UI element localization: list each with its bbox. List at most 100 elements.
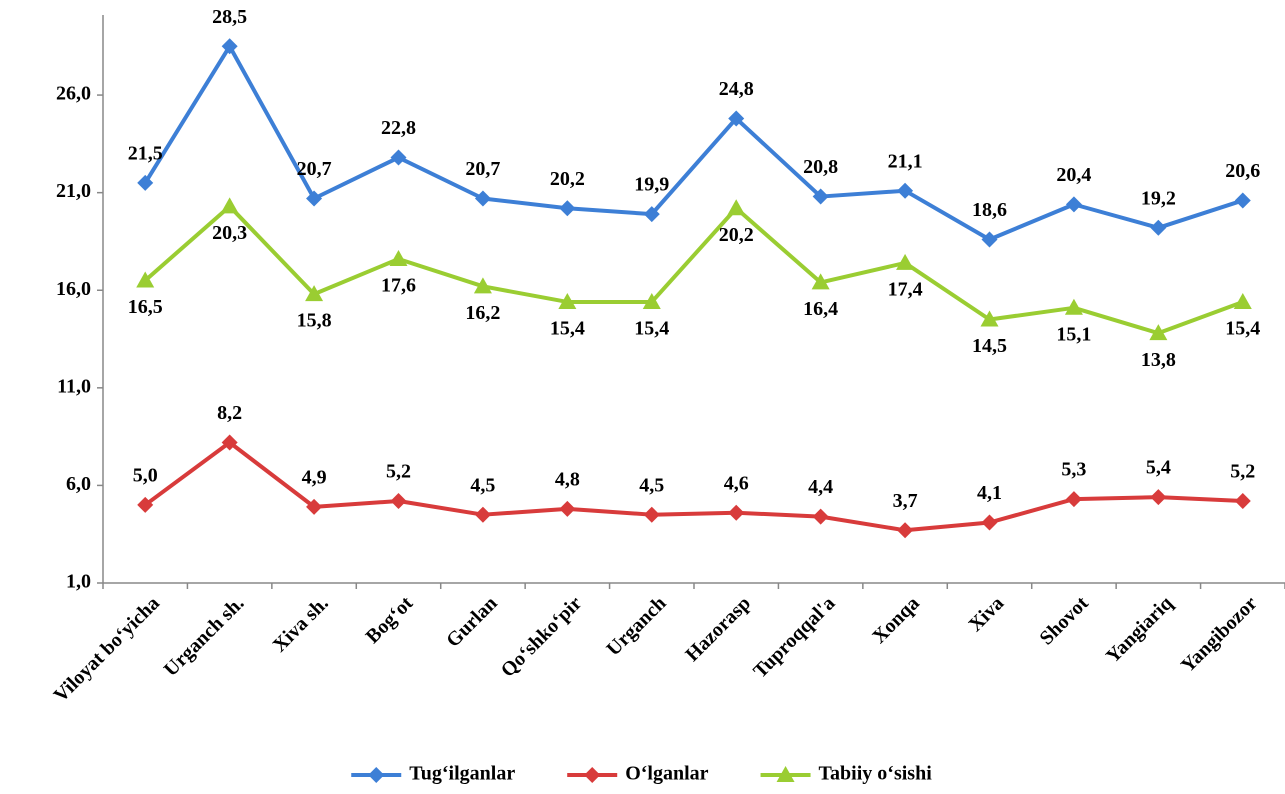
x-tick-label: Tuproqqal'a xyxy=(749,592,839,682)
y-tick-label: 21,0 xyxy=(56,180,91,202)
x-tick-label: Qo‘shko‘pir xyxy=(497,592,587,682)
data-label: 4,5 xyxy=(639,474,664,496)
data-label: 15,1 xyxy=(1056,323,1091,345)
marker xyxy=(643,206,660,223)
x-tick-label: Gurlan xyxy=(442,592,502,652)
marker xyxy=(1234,192,1251,209)
data-label: 18,6 xyxy=(972,199,1007,221)
marker xyxy=(812,508,829,525)
marker xyxy=(474,506,491,523)
y-tick-label: 11,0 xyxy=(57,375,91,397)
data-label: 20,8 xyxy=(803,156,838,178)
data-label: 20,6 xyxy=(1225,160,1260,182)
series-line xyxy=(143,204,1244,336)
marker xyxy=(897,522,914,539)
marker xyxy=(390,493,407,510)
marker xyxy=(474,190,491,207)
marker xyxy=(727,199,746,216)
data-label: 5,3 xyxy=(1061,459,1086,481)
data-label: 8,2 xyxy=(217,402,242,424)
data-label: 19,2 xyxy=(1141,187,1176,209)
marker xyxy=(981,514,998,531)
data-label: 22,8 xyxy=(381,117,416,139)
marker xyxy=(558,292,577,309)
marker xyxy=(812,188,829,205)
x-tick-label: Viloyat bo‘yicha xyxy=(50,592,164,706)
x-tick-label: Bog‘ot xyxy=(362,592,418,648)
marker xyxy=(221,434,238,451)
data-label: 28,5 xyxy=(212,6,247,28)
marker xyxy=(1065,491,1082,508)
data-label: 4,8 xyxy=(555,468,580,490)
data-label: 16,5 xyxy=(128,296,163,318)
marker xyxy=(896,253,915,270)
x-tick-label: Yangiariq xyxy=(1102,592,1177,667)
data-label: 4,9 xyxy=(302,466,327,488)
data-label: 21,5 xyxy=(128,142,163,164)
x-tick-label: Hazorasp xyxy=(681,592,755,666)
marker xyxy=(137,174,154,191)
marker xyxy=(221,38,238,55)
marker xyxy=(390,149,407,166)
data-label: 20,3 xyxy=(212,222,247,244)
data-label: 17,4 xyxy=(888,279,923,301)
legend-label: O‘lganlar xyxy=(625,763,708,785)
marker xyxy=(1233,292,1252,309)
data-label: 4,5 xyxy=(470,474,495,496)
marker xyxy=(1150,489,1167,506)
data-label: 5,2 xyxy=(386,461,411,483)
data-label: 16,4 xyxy=(803,298,838,320)
y-tick-label: 6,0 xyxy=(66,473,91,495)
x-tick-label: Xiva sh. xyxy=(269,592,333,656)
marker xyxy=(728,504,745,521)
data-label: 5,2 xyxy=(1230,461,1255,483)
marker xyxy=(473,277,492,294)
marker xyxy=(811,273,830,290)
marker xyxy=(643,506,660,523)
legend-marker xyxy=(368,767,385,783)
data-label: 5,0 xyxy=(133,465,158,487)
data-label: 14,5 xyxy=(972,335,1007,357)
data-label: 19,9 xyxy=(634,174,669,196)
data-label: 4,4 xyxy=(808,476,833,498)
y-tick-label: 1,0 xyxy=(66,571,91,593)
data-label: 4,6 xyxy=(724,472,749,494)
series-line xyxy=(144,440,1243,533)
marker xyxy=(1150,219,1167,236)
data-label: 5,4 xyxy=(1146,457,1171,479)
data-label: 13,8 xyxy=(1141,349,1176,371)
marker xyxy=(220,197,239,214)
marker xyxy=(642,292,661,309)
data-label: 20,4 xyxy=(1056,164,1091,186)
data-label: 15,4 xyxy=(634,318,669,340)
marker xyxy=(1234,493,1251,510)
legend-marker xyxy=(584,767,601,783)
marker xyxy=(980,310,999,327)
data-label: 15,4 xyxy=(550,318,585,340)
data-label: 20,2 xyxy=(719,224,754,246)
marker xyxy=(137,496,154,513)
marker xyxy=(897,182,914,199)
legend-label: Tabiiy o‘sishi xyxy=(819,763,933,785)
marker xyxy=(305,285,324,302)
y-tick-label: 16,0 xyxy=(56,278,91,300)
x-tick-label: Urganch xyxy=(602,592,670,660)
x-tick-label: Shovot xyxy=(1036,592,1093,649)
data-label: 3,7 xyxy=(893,490,918,512)
marker xyxy=(136,271,155,288)
x-tick-label: Xiva xyxy=(964,592,1008,636)
marker xyxy=(306,190,323,207)
data-label: 4,1 xyxy=(977,482,1002,504)
series-line xyxy=(143,44,1244,242)
marker xyxy=(306,498,323,515)
data-label: 16,2 xyxy=(465,302,500,324)
data-label: 20,7 xyxy=(297,158,332,180)
data-label: 20,7 xyxy=(465,158,500,180)
marker xyxy=(728,110,745,127)
data-label: 17,6 xyxy=(381,275,416,297)
data-label: 15,4 xyxy=(1225,318,1260,340)
marker xyxy=(981,231,998,248)
data-label: 24,8 xyxy=(719,78,754,100)
data-label: 15,8 xyxy=(297,310,332,332)
